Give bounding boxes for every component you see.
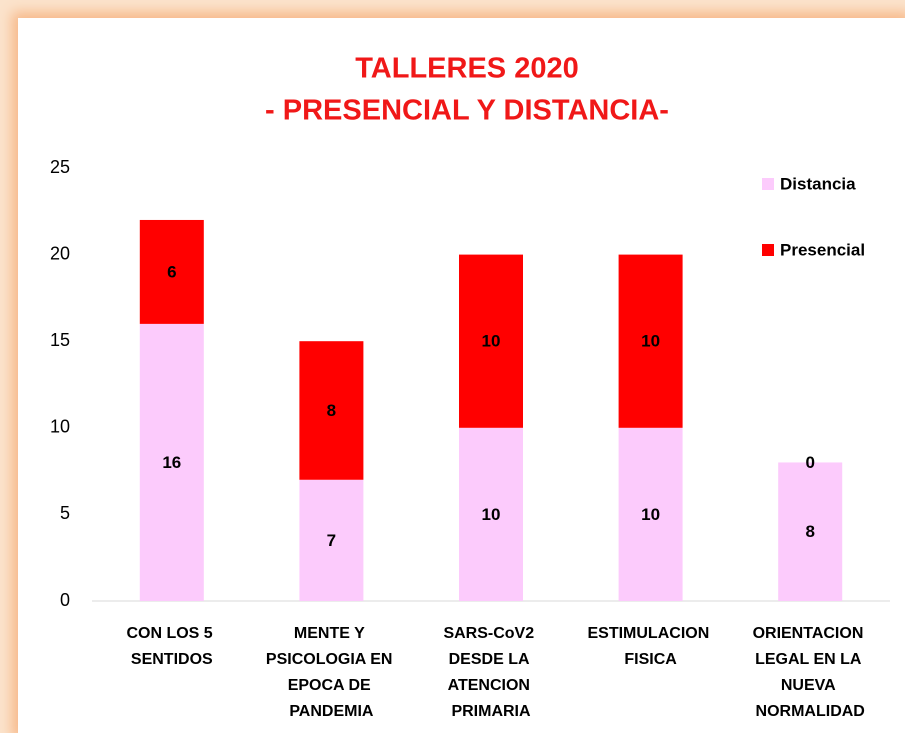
bar-segment bbox=[139, 219, 204, 324]
bar-segment bbox=[618, 427, 683, 601]
legend-label: Distancia bbox=[780, 174, 856, 193]
bar-segment bbox=[459, 254, 523, 428]
x-tick-label: MENTE Y PSICOLOGIA EN EPOCA DE PANDEMIA bbox=[266, 625, 397, 720]
data-label: 10 bbox=[482, 332, 501, 351]
bar-segment bbox=[778, 462, 843, 601]
data-label: 16 bbox=[162, 453, 181, 472]
bar-segment bbox=[139, 323, 204, 601]
x-tick-label: ORIENTACION LEGAL EN LA NUEVA NORMALIDAD bbox=[753, 625, 868, 720]
x-tick-label: ESTIMULACION FISICA bbox=[587, 625, 713, 668]
x-tick-label: SARS-CoV2 DESDE LA ATENCION PRIMARIA bbox=[443, 625, 538, 720]
bar-segment bbox=[459, 427, 523, 601]
data-label: 8 bbox=[805, 522, 814, 541]
bar-segment bbox=[299, 479, 364, 601]
data-label: 10 bbox=[641, 332, 660, 351]
legend-label: Presencial bbox=[780, 240, 865, 259]
data-label: 7 bbox=[327, 531, 336, 550]
data-label: 0 bbox=[805, 453, 814, 472]
y-tick-label: 0 bbox=[60, 590, 70, 610]
legend-swatch bbox=[762, 178, 774, 190]
data-label: 8 bbox=[327, 401, 336, 420]
y-tick-label: 20 bbox=[50, 243, 70, 263]
y-tick-label: 15 bbox=[50, 330, 70, 350]
data-label: 10 bbox=[641, 505, 660, 524]
bar-segment bbox=[299, 341, 364, 480]
y-tick-label: 10 bbox=[50, 417, 70, 437]
x-tick-label: CON LOS 5 SENTIDOS bbox=[126, 625, 217, 668]
y-tick-label: 25 bbox=[50, 157, 70, 177]
chart-subtitle: - PRESENCIAL Y DISTANCIA- bbox=[265, 95, 669, 127]
data-label: 6 bbox=[167, 262, 176, 281]
data-label: 10 bbox=[482, 505, 501, 524]
bar-segment bbox=[618, 254, 683, 428]
legend-swatch bbox=[762, 244, 774, 256]
chart-title: TALLERES 2020 bbox=[355, 53, 578, 85]
y-tick-label: 5 bbox=[60, 503, 70, 523]
